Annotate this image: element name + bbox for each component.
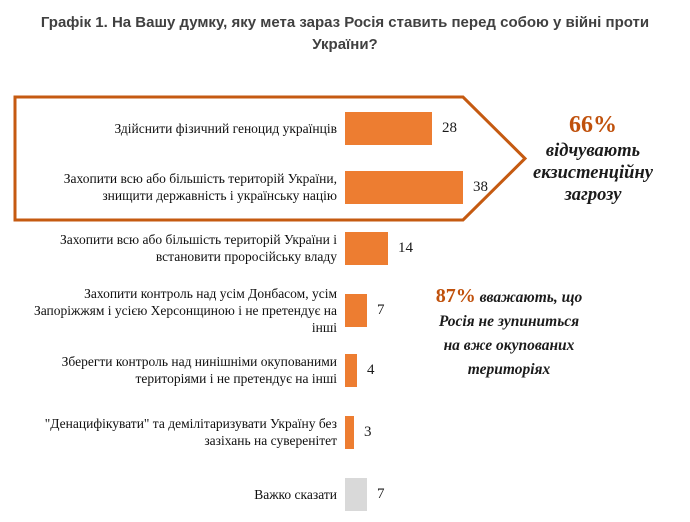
chart-title: Графік 1. На Вашу думку, яку мета зараз … xyxy=(40,14,650,53)
annotation-percent: 87% xyxy=(435,285,476,307)
bar-label: Захопити всю або більшість територій Укр… xyxy=(60,232,337,264)
bar-cell: 7 xyxy=(345,477,385,511)
bar-row: Захопити контроль над усім Донбасом, усі… xyxy=(15,282,385,338)
bar-value: 4 xyxy=(367,361,375,378)
bar-value: 3 xyxy=(364,423,372,440)
bar xyxy=(345,293,367,327)
bar-row: Важко сказати 7 xyxy=(15,466,385,522)
bar-cell: 3 xyxy=(345,415,372,449)
annotation-text: відчувають екзистенційну загрозу xyxy=(533,141,653,205)
annotation-percent: 66% xyxy=(569,112,617,138)
bar-value: 14 xyxy=(398,239,413,256)
annotation-wont-stop: 87% вважають, що Росія не зупиниться на … xyxy=(430,284,588,382)
bar-label: Здійснити фізичний геноцид українців xyxy=(114,120,338,136)
bar-value: 38 xyxy=(473,178,488,195)
bar-cell: 28 xyxy=(345,111,457,145)
bar xyxy=(345,477,367,511)
bar-label: Захопити контроль над усім Донбасом, усі… xyxy=(33,285,337,335)
bar-cell: 4 xyxy=(345,353,375,387)
annotation-text: вважають, що Росія не зупиниться на вже … xyxy=(438,289,583,378)
bar xyxy=(345,415,354,449)
bar-row: Здійснити фізичний геноцид українців 28 xyxy=(15,100,457,156)
bar xyxy=(345,353,357,387)
bar-row: Зберегти контроль над нинішніми окупован… xyxy=(15,342,375,398)
bar-value: 28 xyxy=(442,119,457,136)
bar-label: Важко сказати xyxy=(254,486,337,502)
bar-row: Захопити всю або більшість територій Укр… xyxy=(15,159,488,215)
bar-cell: 38 xyxy=(345,170,488,204)
bar-label: "Денацифікувати" та демілітаризувати Укр… xyxy=(44,416,337,448)
annotation-existential-threat: 66% відчувають екзистенційну загрозу xyxy=(518,110,668,206)
bar-label: Зберегти контроль над нинішніми окупован… xyxy=(61,354,337,386)
bar xyxy=(345,111,432,145)
bar-row: "Денацифікувати" та демілітаризувати Укр… xyxy=(15,404,372,460)
bar-label: Захопити всю або більшість територій Укр… xyxy=(63,171,337,203)
bar-value: 7 xyxy=(377,301,385,318)
bar-cell: 14 xyxy=(345,231,413,265)
bar xyxy=(345,231,388,265)
bar-cell: 7 xyxy=(345,293,385,327)
bar-value: 7 xyxy=(377,485,385,502)
bar-row: Захопити всю або більшість територій Укр… xyxy=(15,220,413,276)
bar xyxy=(345,170,463,204)
